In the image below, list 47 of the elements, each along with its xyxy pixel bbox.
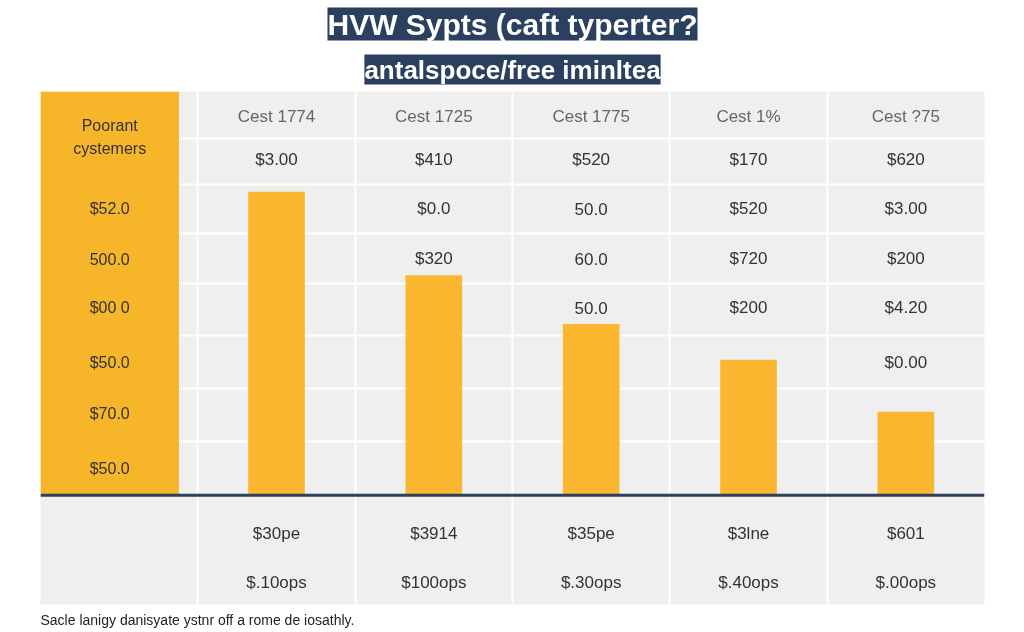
- text: $50.0: [89, 354, 130, 372]
- x-tick-label: Cest 1774: [237, 107, 316, 127]
- bar: [248, 191, 305, 496]
- bar: [720, 359, 777, 496]
- annotation: $0.0: [417, 199, 451, 219]
- text: $100ops: [401, 572, 467, 592]
- annotation: $320: [414, 249, 453, 269]
- text: $.00ops: [875, 572, 937, 592]
- x-tick-label: Cest 1%: [716, 107, 781, 127]
- annotation: $4.20: [884, 298, 928, 318]
- text: $3.00: [255, 149, 298, 169]
- annotation: $3.00: [884, 199, 928, 219]
- text: $601: [886, 523, 925, 543]
- x-tick-label: Cest 1775: [552, 107, 630, 127]
- annotation: 50.0: [574, 199, 608, 219]
- text: $410: [414, 149, 453, 169]
- text: $620: [886, 149, 925, 169]
- text: $3914: [410, 523, 458, 543]
- text: $.10ops: [246, 572, 307, 592]
- annotation: 50.0: [574, 298, 608, 318]
- text: $30pe: [252, 523, 301, 543]
- text: 500.0: [89, 250, 130, 268]
- annotation: $720: [729, 249, 768, 269]
- text: $70.0: [89, 405, 130, 423]
- annotation: $200: [729, 298, 768, 318]
- text: $50.0: [89, 459, 130, 477]
- bar: [405, 275, 463, 496]
- text: $.40ops: [718, 572, 779, 592]
- chart-title: HVW Sypts (caft typerter?: [327, 7, 698, 41]
- annotation: $520: [729, 199, 768, 219]
- text: $00 0: [89, 299, 130, 317]
- x-tick-label: Cest 1725: [395, 107, 473, 127]
- text: $52.0: [89, 200, 130, 218]
- annotation: 60.0: [574, 249, 608, 269]
- text: $520: [572, 149, 611, 169]
- chart-subtitle: antalspoce/free iminltea: [364, 54, 662, 85]
- text: $170: [729, 149, 768, 169]
- bar: [877, 411, 935, 496]
- bar: [562, 324, 620, 496]
- x-tick-label: Cest ?75: [871, 107, 940, 127]
- annotation: $200: [886, 249, 925, 269]
- text: $35pe: [567, 523, 615, 543]
- text: $.30ops: [560, 572, 622, 592]
- annotation: $0.00: [884, 353, 928, 373]
- text: Sacle lanigy danisyate ystnr off a rome de iosathly.: [40, 611, 355, 628]
- text: Poorant cystemers: [73, 117, 147, 157]
- text: $3lne: [727, 523, 770, 543]
